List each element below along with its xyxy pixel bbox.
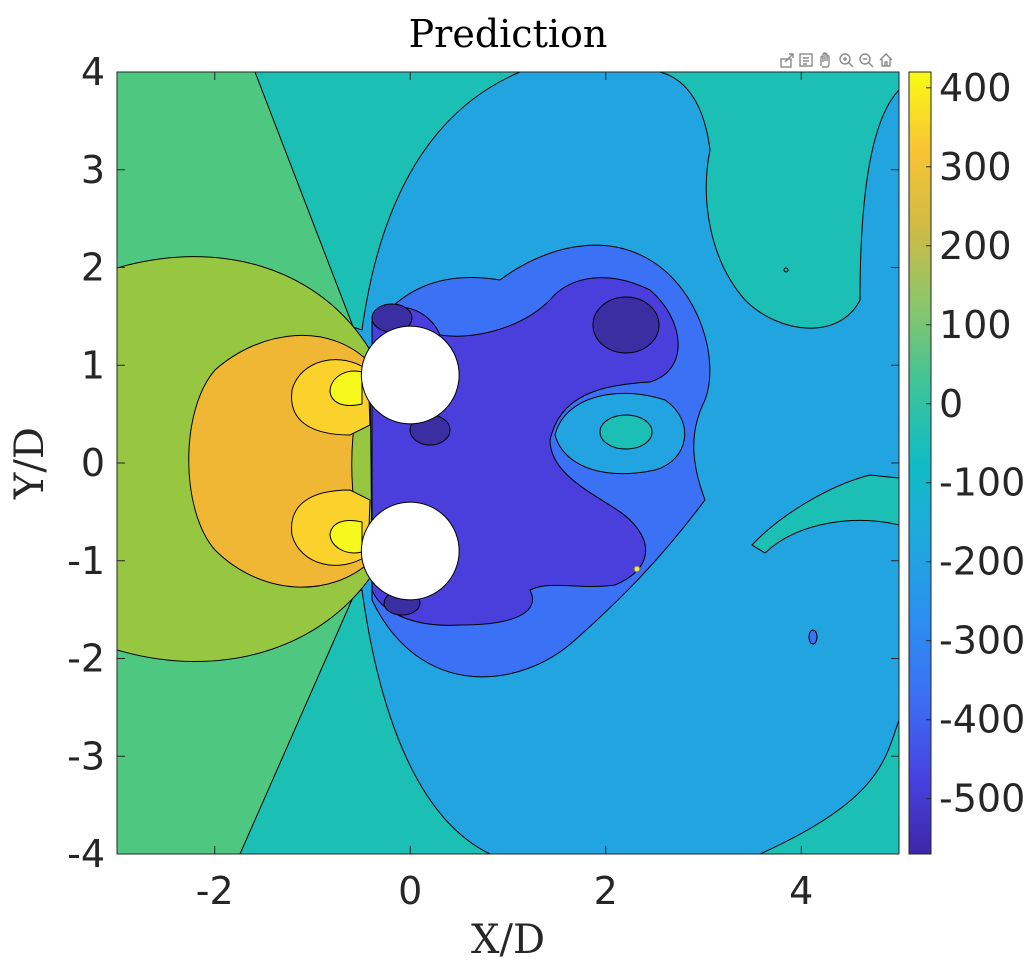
plot-area[interactable] xyxy=(117,72,899,854)
colorbar-tick-label: 100 xyxy=(939,303,1012,347)
x-axis-label: X/D xyxy=(471,917,545,963)
y-tick-label: 4 xyxy=(81,50,105,94)
y-tick-label: 3 xyxy=(81,148,105,192)
colorbar-ticks: 400 300 200 100 0 -100 -200 -300 -400 -500 xyxy=(926,66,1025,821)
contour-fill-minus300-small xyxy=(808,629,818,645)
contour-fill-minus500-right xyxy=(592,296,660,354)
y-tick-label: 0 xyxy=(81,441,105,485)
export-icon[interactable] xyxy=(780,53,794,68)
colorbar-tick-label: -200 xyxy=(939,540,1025,584)
y-tick-label: 2 xyxy=(81,246,105,290)
pan-icon[interactable] xyxy=(820,52,830,68)
x-tick-label: -2 xyxy=(196,869,234,913)
y-axis-label: Y/D xyxy=(7,427,53,500)
contour-fill-400-upper xyxy=(329,370,363,406)
colorbar-tick-label: -500 xyxy=(939,777,1025,821)
y-tick-label: -3 xyxy=(67,734,105,778)
contour-fill-400-lower xyxy=(329,520,363,554)
colorbar-tick-label: -100 xyxy=(939,461,1025,505)
axes-toolbar xyxy=(780,52,893,68)
chart-title: Prediction xyxy=(409,12,608,56)
cylinder-2 xyxy=(360,501,460,601)
colorbar-tick-label: 200 xyxy=(939,224,1012,268)
contour-fill-minus100-core xyxy=(599,414,653,450)
y-tick-label: -1 xyxy=(67,539,105,583)
marker-dot xyxy=(633,565,641,573)
y-tick-label: -4 xyxy=(67,832,105,876)
colorbar-tick-label: 0 xyxy=(939,382,963,426)
colorbar-tick-label: -300 xyxy=(939,619,1025,663)
x-tick-label: 0 xyxy=(398,869,422,913)
colorbar-gradient xyxy=(908,71,932,855)
contour-fill-minus100-right-lower xyxy=(759,719,899,854)
colorbar: 400 300 200 100 0 -100 -200 -300 -400 -500 xyxy=(908,66,1025,855)
x-tick-label: 4 xyxy=(789,869,813,913)
obstacles xyxy=(360,325,460,601)
colorbar-tick-label: -400 xyxy=(939,698,1025,742)
x-axis: -2 0 2 4 xyxy=(196,72,813,913)
contour-fill-minus100-dot xyxy=(783,267,789,273)
y-tick-label: -2 xyxy=(67,637,105,681)
contour-fill-minus100-right xyxy=(659,72,899,329)
x-tick-label: 2 xyxy=(594,869,618,913)
y-tick-label: 1 xyxy=(81,343,105,387)
zoom-out-icon[interactable] xyxy=(859,53,874,68)
cylinder-1 xyxy=(360,325,460,425)
data-tips-icon[interactable] xyxy=(799,53,813,67)
colorbar-tick-label: 400 xyxy=(939,66,1012,110)
y-axis: -4 -3 -2 -1 0 1 2 3 4 xyxy=(67,50,899,876)
home-icon[interactable] xyxy=(879,53,893,67)
contour-fill-minus100-streak xyxy=(751,474,899,554)
zoom-in-icon[interactable] xyxy=(839,53,854,68)
colorbar-tick-label: 300 xyxy=(939,145,1012,189)
